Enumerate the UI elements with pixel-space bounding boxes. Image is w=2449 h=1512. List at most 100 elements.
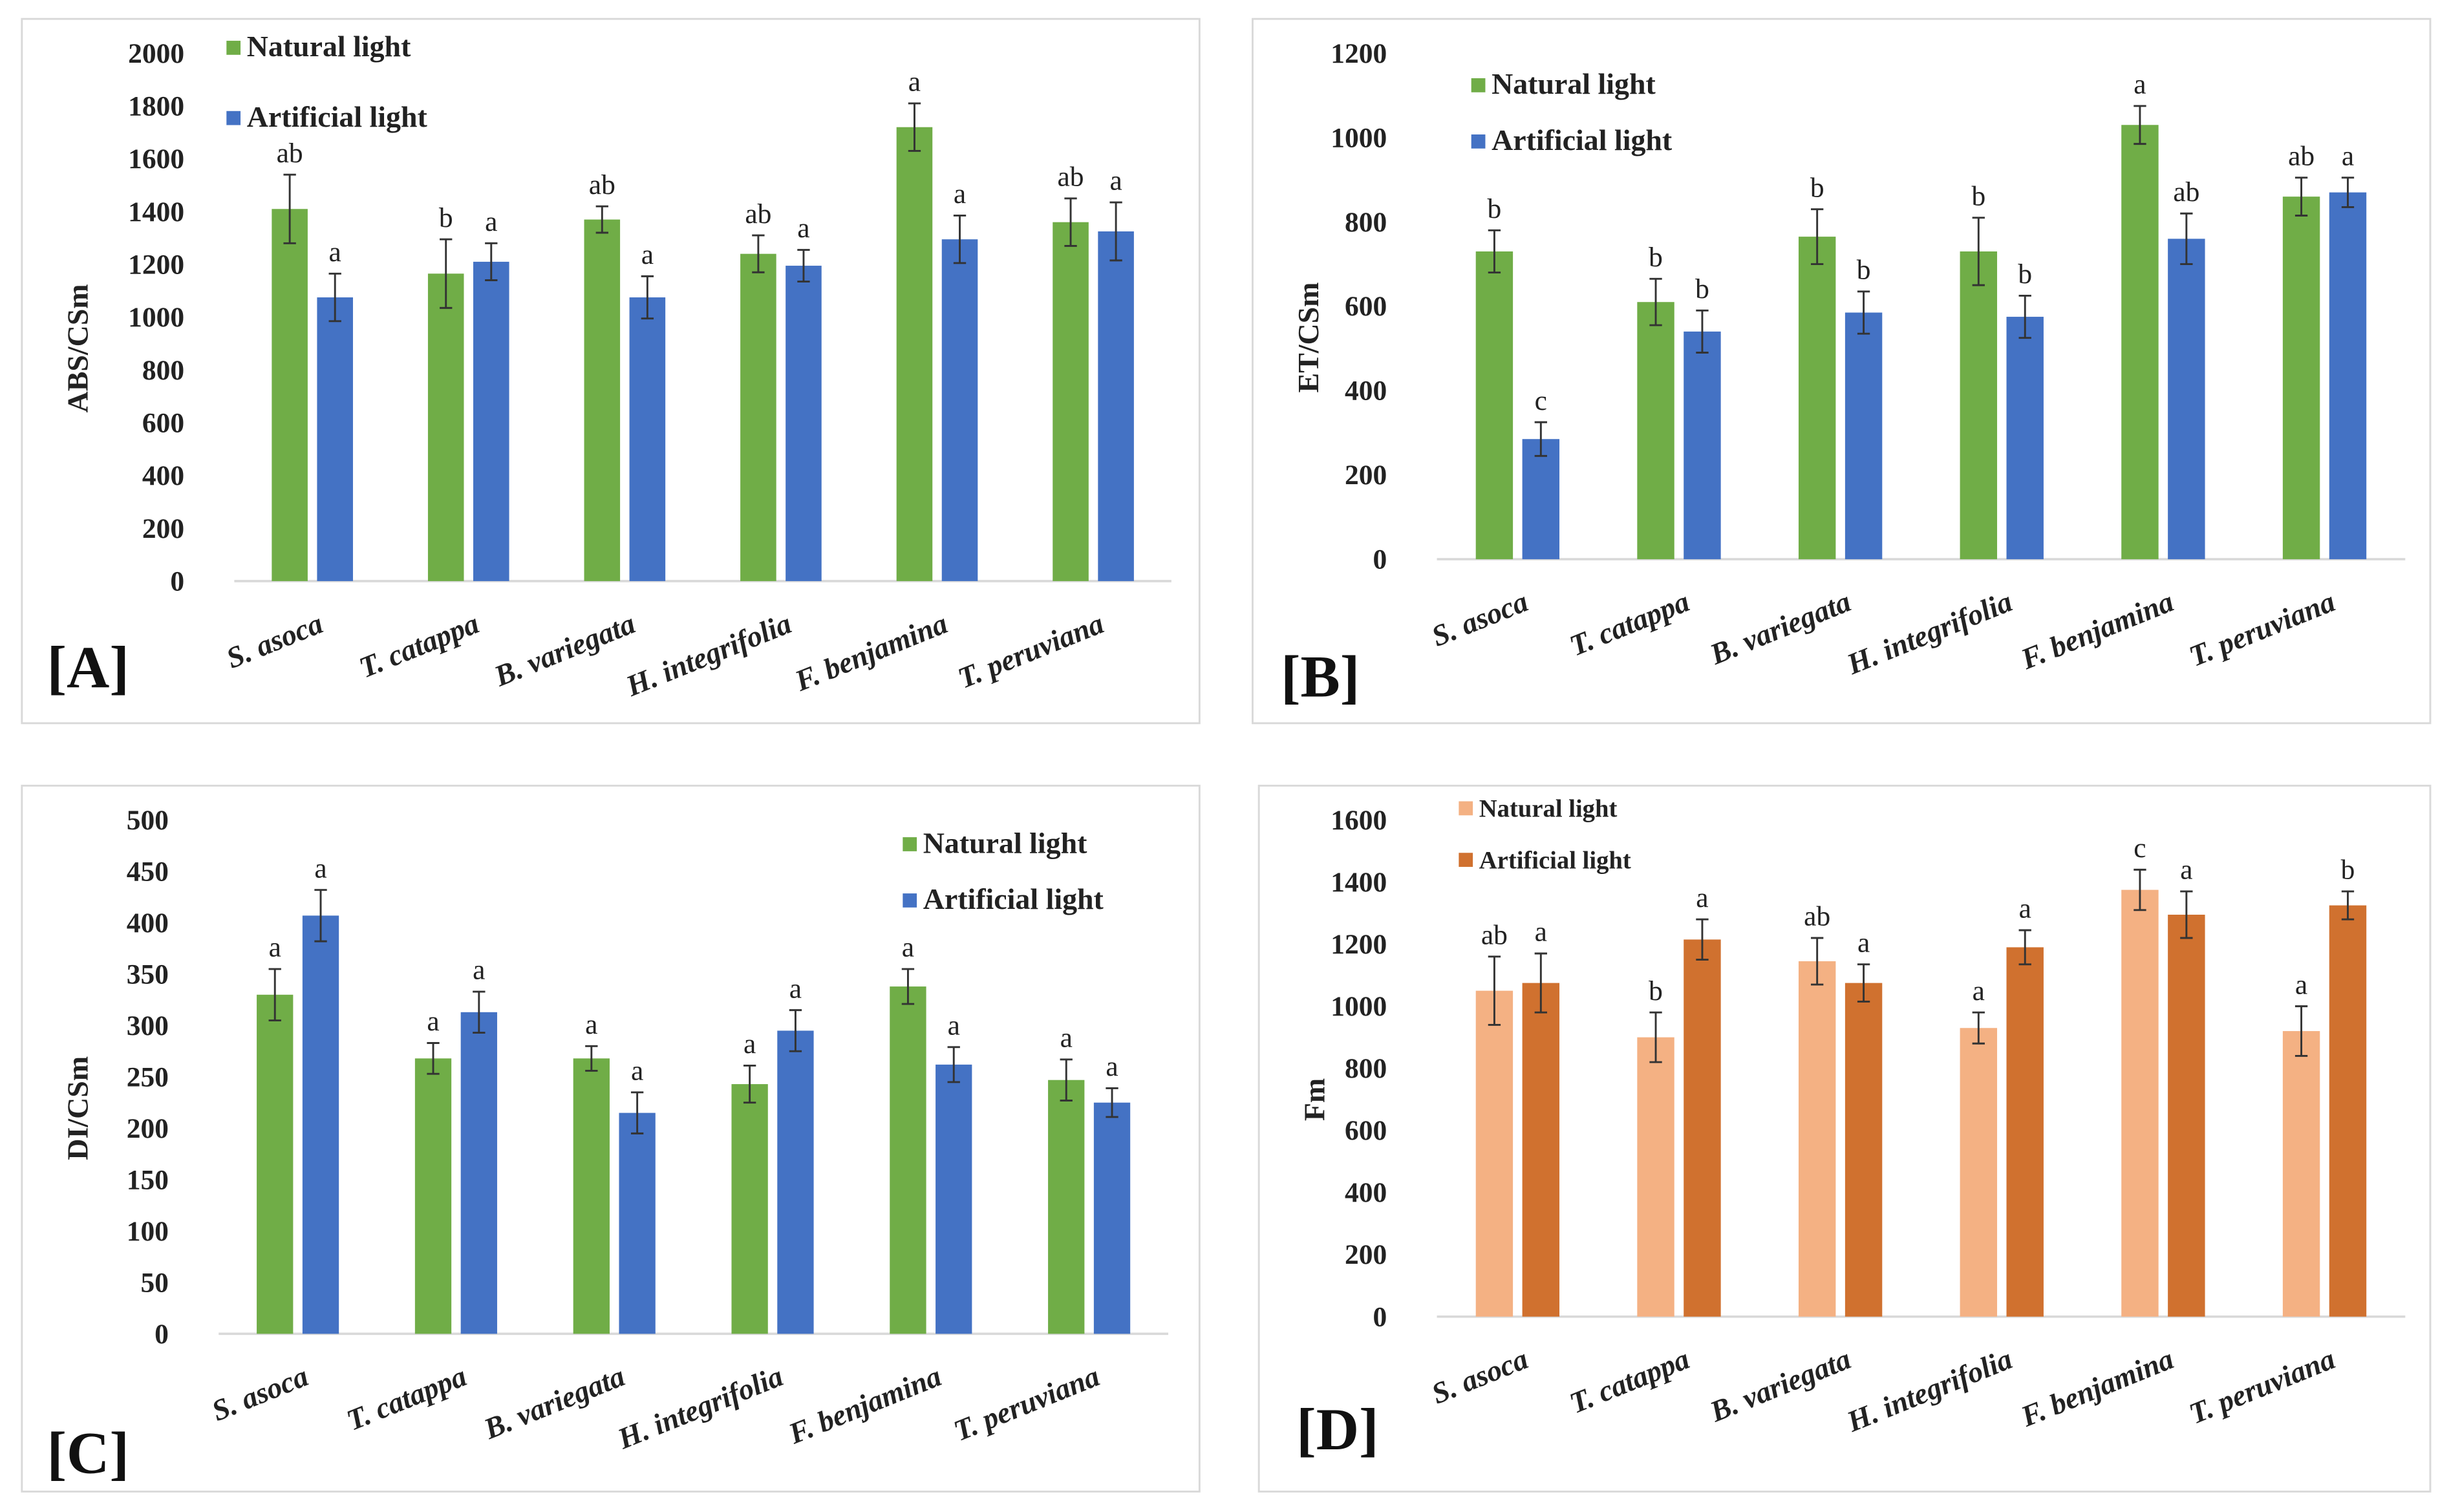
panel-label: [A]: [47, 634, 129, 700]
significance-letter: a: [1857, 927, 1870, 958]
bar: [896, 127, 933, 581]
y-tick-label: 800: [142, 355, 184, 386]
y-tick-label: 600: [1345, 291, 1387, 322]
bar: [1475, 251, 1513, 560]
legend-swatch: [226, 111, 241, 125]
legend-swatch: [1471, 134, 1486, 149]
significance-letter: b: [1649, 242, 1663, 273]
significance-letter: ab: [1481, 919, 1508, 950]
y-tick-label: 0: [1373, 1301, 1387, 1332]
bar: [302, 915, 339, 1334]
significance-letter: b: [1695, 273, 1709, 304]
bar: [2121, 125, 2159, 560]
bar: [1845, 983, 1883, 1317]
bar: [1048, 1080, 1085, 1334]
panel-border: [1252, 17, 2432, 725]
legend-label: Artificial light: [1492, 123, 1673, 156]
y-tick-label: 600: [142, 407, 184, 438]
y-tick-label: 1400: [1331, 867, 1387, 898]
significance-letter: a: [1106, 1051, 1118, 1082]
panel-label: [D]: [1296, 1396, 1378, 1462]
legend-label: Natural light: [1479, 796, 1618, 823]
bar: [1845, 312, 1883, 560]
significance-letter: a: [485, 206, 497, 237]
legend-swatch: [226, 41, 241, 55]
significance-letter: b: [1971, 180, 1985, 211]
bar: [2282, 1031, 2320, 1317]
bar: [257, 994, 294, 1334]
y-tick-label: 800: [1345, 1053, 1387, 1084]
bar: [2329, 192, 2367, 560]
y-tick-label: 150: [127, 1164, 169, 1195]
significance-letter: a: [641, 239, 654, 270]
significance-letter: a: [631, 1055, 643, 1086]
bar: [584, 219, 621, 581]
y-tick-label: 0: [1373, 544, 1387, 575]
significance-letter: a: [948, 1010, 960, 1041]
significance-letter: b: [1857, 255, 1871, 286]
bar: [1093, 1102, 1131, 1334]
significance-letter: a: [1535, 917, 1547, 948]
significance-letter: a: [743, 1028, 756, 1059]
bar: [941, 239, 978, 581]
bar: [777, 1030, 814, 1334]
legend-label: Artificial light: [247, 100, 428, 133]
bar: [1798, 961, 1836, 1317]
significance-letter: a: [2019, 893, 2031, 924]
significance-letter: a: [1696, 882, 1708, 913]
significance-letter: c: [1535, 385, 1547, 416]
bar: [629, 297, 666, 581]
panel-label: [C]: [47, 1420, 129, 1485]
legend-swatch: [903, 893, 917, 908]
legend-label: Natural light: [1492, 67, 1656, 100]
bar: [890, 986, 926, 1334]
significance-letter: a: [2295, 969, 2307, 1000]
bar: [573, 1058, 610, 1334]
significance-letter: ab: [277, 138, 303, 169]
significance-letter: a: [473, 955, 485, 986]
y-tick-label: 350: [127, 959, 169, 990]
significance-letter: ab: [1804, 901, 1830, 932]
y-tick-label: 300: [127, 1010, 169, 1041]
significance-letter: ab: [2288, 140, 2315, 171]
y-tick-label: 1000: [1331, 122, 1387, 153]
bar: [2006, 947, 2044, 1317]
bar: [427, 273, 464, 581]
y-tick-label: 200: [127, 1113, 169, 1144]
legend-swatch: [1459, 853, 1473, 868]
bar: [1960, 1028, 1998, 1317]
significance-letter: a: [427, 1006, 439, 1037]
significance-letter: a: [269, 932, 281, 963]
significance-letter: ab: [1058, 162, 1084, 193]
bar: [2168, 239, 2205, 560]
bar: [317, 297, 353, 581]
y-tick-label: 500: [127, 805, 169, 836]
significance-letter: b: [439, 202, 453, 233]
y-axis-label: ET/CSm: [1292, 282, 1325, 393]
legend-swatch: [903, 837, 917, 851]
y-tick-label: 400: [142, 460, 184, 491]
bar: [2168, 914, 2205, 1317]
bar: [414, 1058, 452, 1334]
bar: [731, 1084, 768, 1334]
y-tick-label: 1600: [128, 144, 184, 175]
y-tick-label: 1400: [128, 197, 184, 228]
bar: [786, 266, 822, 581]
y-tick-label: 800: [1345, 207, 1387, 238]
significance-letter: ab: [745, 198, 771, 229]
significance-letter: b: [2341, 855, 2355, 886]
y-tick-label: 1200: [1331, 929, 1387, 960]
legend-label: Natural light: [247, 30, 411, 63]
y-tick-label: 100: [127, 1216, 169, 1247]
y-tick-label: 1200: [128, 249, 184, 280]
significance-letter: a: [2180, 855, 2192, 886]
significance-letter: a: [2134, 69, 2146, 100]
bar: [1684, 331, 1721, 560]
y-tick-label: 200: [1345, 1239, 1387, 1270]
bar: [460, 1012, 497, 1334]
y-tick-label: 400: [1345, 376, 1387, 407]
panel-border: [21, 784, 1201, 1493]
